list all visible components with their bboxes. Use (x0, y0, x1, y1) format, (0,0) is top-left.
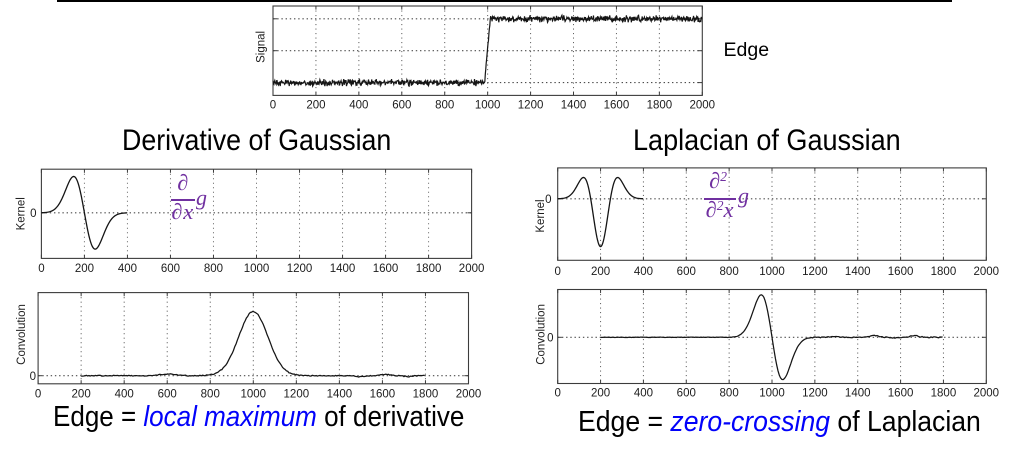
svg-text:800: 800 (720, 266, 739, 278)
svg-text:600: 600 (677, 266, 696, 278)
svg-text:600: 600 (677, 387, 696, 399)
svg-text:1600: 1600 (888, 387, 914, 399)
svg-text:400: 400 (634, 266, 653, 278)
svg-text:2000: 2000 (974, 387, 1000, 399)
svg-text:400: 400 (118, 263, 137, 275)
svg-text:1600: 1600 (604, 99, 630, 111)
svg-text:2000: 2000 (690, 99, 716, 111)
svg-text:1400: 1400 (845, 266, 871, 278)
svg-text:1800: 1800 (416, 263, 442, 275)
svg-text:Signal: Signal (255, 31, 267, 63)
svg-text:200: 200 (306, 99, 325, 111)
svg-text:200: 200 (591, 266, 610, 278)
svg-text:0: 0 (547, 333, 553, 345)
svg-text:1200: 1200 (287, 263, 313, 275)
svg-text:0: 0 (30, 371, 36, 383)
svg-text:Convolution: Convolution (16, 304, 28, 365)
svg-text:800: 800 (435, 99, 454, 111)
svg-text:1200: 1200 (518, 99, 544, 111)
svg-text:800: 800 (720, 387, 739, 399)
svg-text:200: 200 (75, 263, 94, 275)
svg-text:2000: 2000 (459, 263, 485, 275)
svg-text:1800: 1800 (931, 387, 957, 399)
svg-text:0: 0 (30, 208, 36, 220)
svg-text:0: 0 (35, 388, 41, 400)
svg-text:Kernel: Kernel (16, 197, 28, 230)
svg-text:1400: 1400 (327, 388, 353, 400)
svg-text:Kernel: Kernel (535, 199, 547, 232)
svg-text:0: 0 (545, 194, 551, 206)
svg-text:200: 200 (591, 387, 610, 399)
svg-text:400: 400 (634, 387, 653, 399)
svg-text:600: 600 (392, 99, 411, 111)
svg-text:1400: 1400 (845, 387, 871, 399)
svg-text:1000: 1000 (759, 266, 785, 278)
svg-text:1000: 1000 (244, 263, 270, 275)
svg-text:1200: 1200 (802, 266, 828, 278)
svg-text:1600: 1600 (370, 388, 396, 400)
svg-text:800: 800 (204, 263, 223, 275)
svg-text:1200: 1200 (284, 388, 310, 400)
svg-text:1400: 1400 (561, 99, 587, 111)
svg-text:800: 800 (201, 388, 220, 400)
svg-text:1600: 1600 (888, 266, 914, 278)
svg-text:2000: 2000 (456, 388, 482, 400)
svg-text:Convolution: Convolution (536, 304, 548, 365)
svg-text:1400: 1400 (330, 263, 356, 275)
svg-text:1600: 1600 (373, 263, 399, 275)
svg-text:1000: 1000 (475, 99, 501, 111)
svg-text:2000: 2000 (974, 266, 1000, 278)
svg-text:1800: 1800 (931, 266, 957, 278)
svg-text:1800: 1800 (413, 388, 439, 400)
svg-text:1800: 1800 (647, 99, 673, 111)
svg-text:0: 0 (270, 99, 276, 111)
svg-text:600: 600 (161, 263, 180, 275)
svg-text:1000: 1000 (241, 388, 267, 400)
svg-text:0: 0 (554, 387, 560, 399)
svg-text:1000: 1000 (759, 387, 785, 399)
svg-text:0: 0 (38, 263, 44, 275)
svg-text:600: 600 (158, 388, 177, 400)
svg-text:200: 200 (72, 388, 91, 400)
svg-text:400: 400 (349, 99, 368, 111)
svg-text:0: 0 (554, 266, 560, 278)
svg-text:1200: 1200 (802, 387, 828, 399)
svg-text:400: 400 (115, 388, 134, 400)
